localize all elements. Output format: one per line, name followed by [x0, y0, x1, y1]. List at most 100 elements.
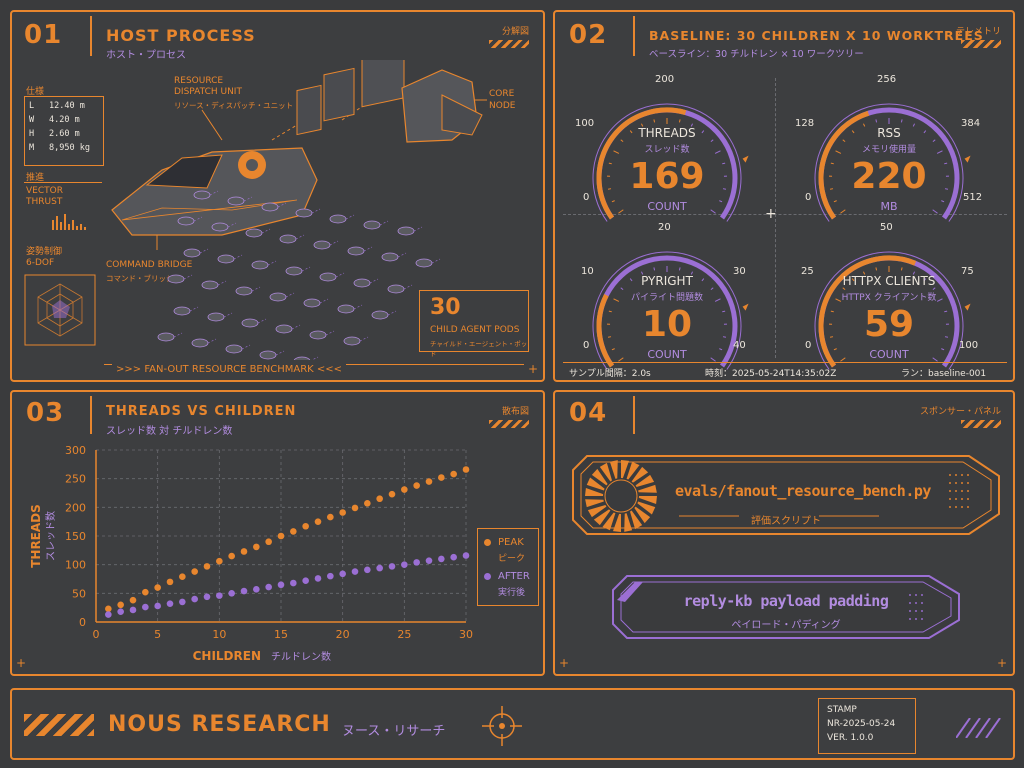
after-point: [376, 564, 383, 572]
child-pod-icon: [241, 318, 259, 328]
gauge-tick-mark: [714, 150, 721, 154]
gauge-tick-mark: [607, 336, 612, 338]
gauge-tick-mark: [941, 348, 945, 351]
after-point: [129, 606, 137, 614]
child-pod-icon: [245, 228, 263, 238]
gauge-tick-mark: [678, 267, 681, 271]
after-point: [240, 587, 248, 595]
attitude-label: 6-DOF: [26, 258, 55, 268]
hatch-decoration: [489, 40, 529, 48]
y-tick-label: 50: [72, 587, 86, 600]
pod-trail: [301, 266, 311, 272]
thrust-label: VECTOR THRUST: [26, 186, 63, 207]
peak-point: [339, 509, 346, 516]
peak-point: [105, 605, 112, 613]
sponsor-payload-jp: ペイロード・パディング: [731, 620, 841, 631]
peak-point: [166, 578, 174, 586]
gauge-tick-mark: [722, 336, 727, 338]
gauge-tick-max: 512: [963, 192, 983, 203]
pod-trail: [345, 214, 355, 220]
gauge-tick-q1: 100: [575, 118, 595, 129]
panel-number: 03: [26, 398, 65, 428]
sunburst-ray: [621, 460, 630, 479]
child-pod-icon: [347, 246, 365, 256]
gauge-tick-mark: [833, 348, 837, 351]
peak-point: [413, 482, 420, 489]
peak-point: [203, 563, 211, 570]
pod-trail: [189, 306, 199, 312]
sunburst-ray: [626, 461, 640, 480]
peak-point: [376, 495, 383, 503]
sunburst-ray: [631, 466, 649, 483]
pod-trail: [403, 284, 413, 290]
hatch-decoration: [24, 714, 94, 736]
panel-title: HOST PROCESS: [106, 26, 256, 45]
spec-h-val: 2.60 m: [49, 129, 80, 139]
after-point: [105, 611, 112, 618]
stamp-id: NR-2025-05-24: [827, 719, 896, 729]
pod-trail: [291, 324, 301, 330]
crosshair-target-icon: [482, 706, 522, 746]
child-pod-icon: [309, 330, 327, 340]
gauge-tick-q1: 128: [795, 118, 815, 129]
y-axis-label-jp: スレッド数: [44, 511, 57, 561]
after-point: [265, 583, 272, 591]
pod-trail: [295, 234, 305, 240]
gauge-tick-mark: [613, 150, 620, 154]
gauge-tick-mark: [875, 267, 878, 271]
peak-point: [277, 532, 285, 540]
gauge-tick-mark: [900, 119, 903, 123]
gauge-tick-mark: [829, 188, 834, 190]
sponsor-payload[interactable]: reply-kb payload padding: [683, 592, 889, 610]
pod-trail: [413, 226, 423, 232]
pod-trail: [335, 272, 345, 278]
pod-trail: [223, 312, 233, 318]
pod-trail: [369, 278, 379, 284]
gauge-tick-mark: [690, 271, 693, 275]
pod-trail: [275, 350, 285, 356]
gauge-tick-mark: [842, 139, 846, 143]
pod-trail: [325, 330, 335, 336]
after-point: [438, 555, 445, 563]
pod-trail: [209, 190, 219, 196]
gauge-tick-mid: 200: [655, 74, 675, 85]
pod-trail: [257, 318, 267, 324]
spec-h-key: H: [29, 129, 35, 139]
sponsor-script[interactable]: evals/fanout_resource_bench.py: [675, 482, 931, 500]
pod-trail: [277, 202, 287, 208]
y-tick-label: 150: [65, 530, 86, 543]
legend-after: AFTER: [498, 571, 530, 582]
pod-trail: [233, 254, 243, 260]
gauge-tick-mark: [607, 188, 612, 190]
after-point: [351, 568, 359, 575]
stamp-title: STAMP: [827, 705, 857, 715]
peak-point: [142, 588, 149, 596]
gauge-value: 10: [641, 304, 693, 345]
gauge-tick-mark: [932, 357, 938, 362]
peak-point: [216, 557, 223, 565]
gauge-tick-mark: [714, 298, 721, 302]
gauge-value: 220: [851, 156, 927, 197]
hatch-decoration: [489, 420, 529, 428]
gauge-tick-mid: 50: [880, 222, 893, 233]
peak-point: [253, 543, 260, 551]
gauge-tick-mark: [701, 130, 705, 134]
child-pod-icon: [201, 280, 219, 290]
gauge-tick-mark: [719, 200, 723, 203]
gauge-tick-mark: [944, 162, 948, 165]
sunburst-ray: [609, 460, 618, 479]
pod-trail: [353, 304, 363, 310]
gauge-marker-icon: [742, 303, 749, 311]
gauge-marker-icon: [964, 155, 971, 163]
footer-interval: サンプル間隔：2.0s: [569, 369, 651, 379]
after-point: [450, 553, 457, 561]
pod-trail: [199, 248, 209, 254]
child-pod-icon: [279, 234, 297, 244]
divider: [633, 396, 635, 434]
child-pod-icon: [193, 190, 211, 200]
panel-title-jp: スレッド数 対 チルドレン数: [106, 426, 233, 437]
child-pod-icon: [227, 196, 245, 206]
panel-title: BASELINE: 30 CHILDREN X 10 WORKTREES: [649, 28, 984, 43]
divider: [24, 182, 102, 183]
child-pod-icon: [313, 240, 331, 250]
